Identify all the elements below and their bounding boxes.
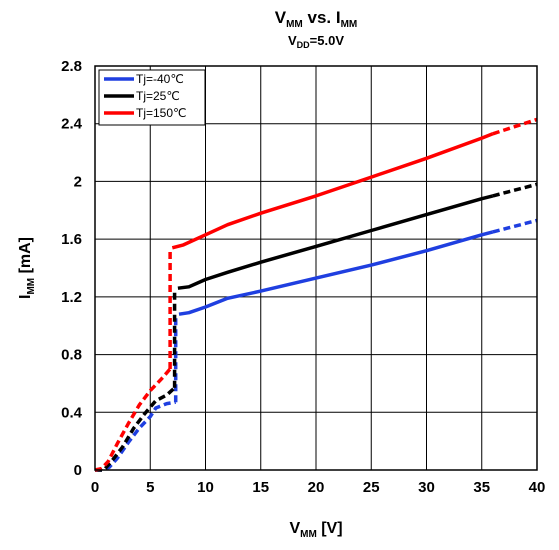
legend-entry-label: Tj=25℃ [136,89,180,103]
series-line-solid [171,132,494,250]
x-tick-labels: 0 5 10 15 20 25 30 35 40 [91,479,546,496]
chart-title: VMM vs. IMM [275,8,358,30]
y-tick-label: 2 [74,173,82,190]
series-line-dashed [492,182,538,198]
x-tick-label: 40 [529,479,546,496]
series-line-dashed [94,367,172,472]
y-tick-label: 0 [74,462,82,479]
y-tick-label: 1.2 [61,289,82,306]
series-line-solid [178,230,494,316]
y-tick-label: 2.8 [61,58,82,75]
x-tick-label: 15 [252,479,269,496]
series-line-dashed [492,117,538,136]
y-tick-label: 0.4 [61,404,83,421]
series-line-dashed [95,386,176,472]
grid-lines [94,65,538,471]
x-tick-label: 0 [91,479,99,496]
series-layer [94,117,538,472]
legend-entry-label: Tj=150℃ [136,106,187,120]
x-axis-label: VMM [V] [289,520,342,540]
x-tick-label: 10 [197,479,214,496]
series-line-solid [177,194,494,290]
chart-subtitle: VDD=5.0V [288,33,344,50]
y-tick-labels: 0 0.4 0.8 1.2 1.6 2 2.4 2.8 [61,58,83,479]
x-tick-label: 20 [308,479,325,496]
x-tick-label: 5 [146,479,154,496]
series-line-dashed [492,218,538,234]
x-tick-label: 25 [363,479,380,496]
x-tick-label: 30 [418,479,435,496]
series-1 [95,182,538,472]
x-tick-label: 35 [473,479,490,496]
y-tick-label: 2.4 [61,116,83,133]
plot-frame [94,65,538,471]
y-tick-label: 1.6 [61,231,82,248]
y-axis-label: IMM [mA] [17,237,37,299]
legend: Tj=-40℃ Tj=25℃ Tj=150℃ [98,69,206,126]
series-2 [94,117,538,472]
y-tick-label: 0.8 [61,347,82,364]
legend-entry-label: Tj=-40℃ [136,72,184,86]
